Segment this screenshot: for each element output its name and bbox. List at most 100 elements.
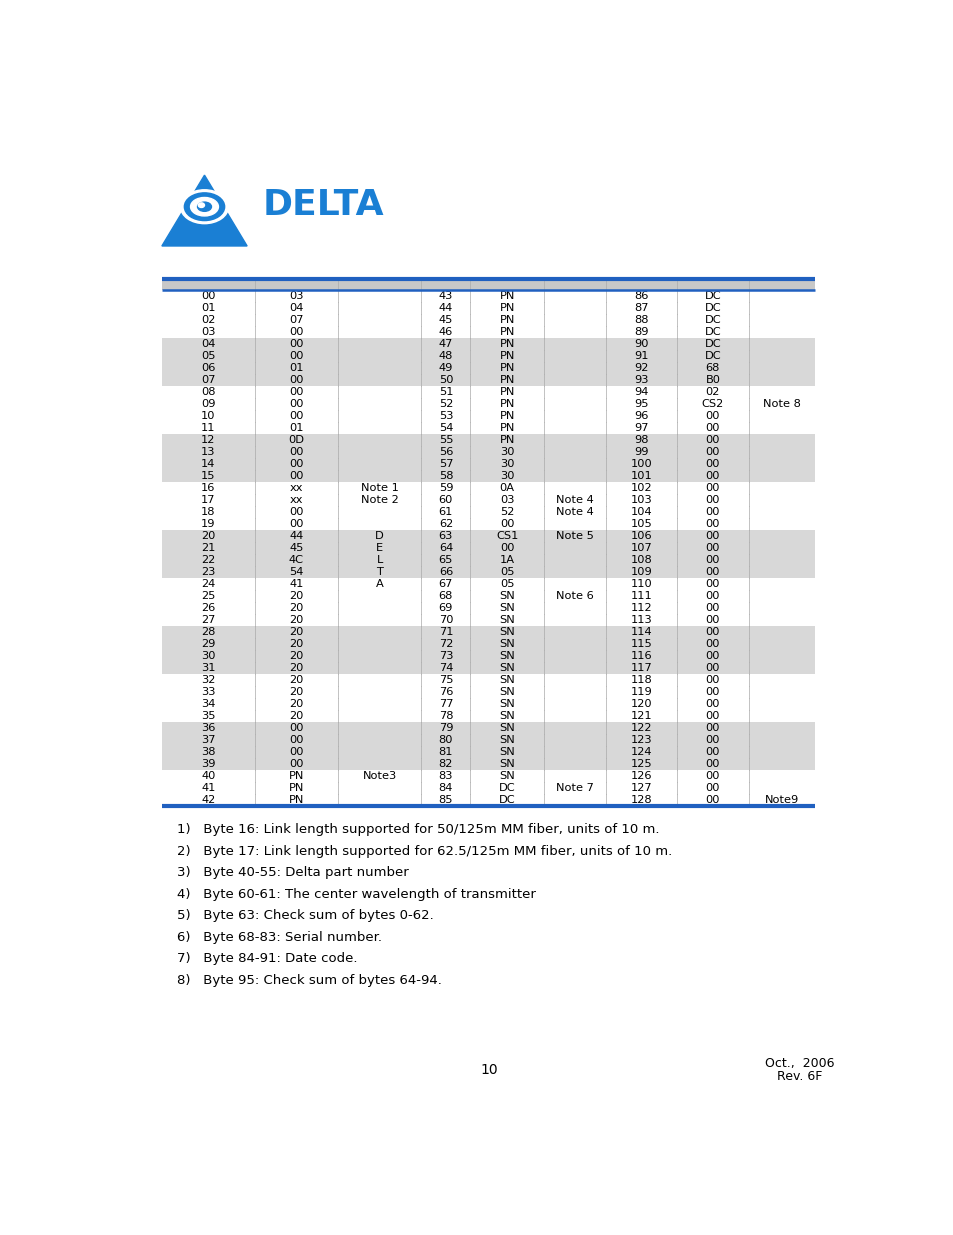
- Bar: [162, 326, 815, 338]
- Text: SN: SN: [498, 724, 515, 734]
- Text: 55: 55: [438, 435, 453, 445]
- Text: 22: 22: [201, 556, 215, 566]
- Text: 73: 73: [438, 651, 453, 661]
- Text: 02: 02: [705, 387, 720, 396]
- Text: 82: 82: [438, 760, 453, 769]
- Text: PN: PN: [499, 399, 515, 409]
- Bar: [162, 771, 815, 782]
- Text: 20: 20: [289, 627, 303, 637]
- Bar: [162, 506, 815, 519]
- Text: 00: 00: [705, 543, 720, 553]
- Text: 00: 00: [289, 471, 303, 482]
- Text: 67: 67: [438, 579, 453, 589]
- Bar: [162, 603, 815, 614]
- Text: 00: 00: [705, 508, 720, 517]
- Text: 4C: 4C: [289, 556, 303, 566]
- Bar: [162, 494, 815, 506]
- Text: 18: 18: [201, 508, 215, 517]
- Text: 03: 03: [201, 327, 215, 337]
- Text: 33: 33: [201, 688, 215, 698]
- Text: 00: 00: [705, 592, 720, 601]
- Text: 37: 37: [201, 735, 215, 746]
- Text: 00: 00: [705, 411, 720, 421]
- Text: 00: 00: [705, 724, 720, 734]
- Text: SN: SN: [498, 592, 515, 601]
- Text: 00: 00: [289, 747, 303, 757]
- Text: 81: 81: [438, 747, 453, 757]
- Text: 35: 35: [201, 711, 215, 721]
- Text: SN: SN: [498, 747, 515, 757]
- Text: PN: PN: [499, 387, 515, 396]
- Text: SN: SN: [498, 603, 515, 614]
- Text: DC: DC: [704, 338, 720, 350]
- Text: SN: SN: [498, 676, 515, 685]
- Text: 46: 46: [438, 327, 453, 337]
- Text: 00: 00: [705, 651, 720, 661]
- Text: 00: 00: [289, 399, 303, 409]
- Bar: [162, 279, 815, 290]
- Text: 6)   Byte 68-83: Serial number.: 6) Byte 68-83: Serial number.: [177, 931, 382, 944]
- Text: 3)   Byte 40-55: Delta part number: 3) Byte 40-55: Delta part number: [177, 866, 409, 879]
- Text: 19: 19: [201, 519, 215, 529]
- Text: 109: 109: [630, 567, 652, 577]
- Text: 49: 49: [438, 363, 453, 373]
- Text: 125: 125: [630, 760, 652, 769]
- Text: 79: 79: [438, 724, 453, 734]
- Text: 75: 75: [438, 676, 453, 685]
- Text: 00: 00: [289, 351, 303, 361]
- Text: 24: 24: [201, 579, 215, 589]
- Text: 92: 92: [634, 363, 648, 373]
- Text: PN: PN: [289, 795, 304, 805]
- Text: A: A: [375, 579, 383, 589]
- Text: 21: 21: [201, 543, 215, 553]
- Text: 56: 56: [438, 447, 453, 457]
- Text: 05: 05: [201, 351, 215, 361]
- Bar: [162, 374, 815, 387]
- Text: 121: 121: [630, 711, 652, 721]
- Text: 110: 110: [630, 579, 652, 589]
- Text: 68: 68: [705, 363, 720, 373]
- Text: 30: 30: [499, 447, 514, 457]
- Text: 83: 83: [438, 772, 453, 782]
- Bar: [162, 410, 815, 422]
- Bar: [162, 338, 815, 350]
- Text: 00: 00: [705, 556, 720, 566]
- Text: xx: xx: [290, 495, 303, 505]
- Text: 107: 107: [630, 543, 652, 553]
- Bar: [162, 578, 815, 590]
- Text: PN: PN: [289, 783, 304, 793]
- Text: 07: 07: [201, 375, 215, 385]
- Text: 118: 118: [630, 676, 652, 685]
- Text: B0: B0: [704, 375, 720, 385]
- Text: 29: 29: [201, 640, 215, 650]
- Bar: [162, 290, 815, 301]
- Ellipse shape: [191, 198, 218, 216]
- Text: 16: 16: [201, 483, 215, 493]
- Text: 17: 17: [201, 495, 215, 505]
- Text: 00: 00: [705, 495, 720, 505]
- Text: 7)   Byte 84-91: Date code.: 7) Byte 84-91: Date code.: [177, 952, 357, 966]
- Text: 69: 69: [438, 603, 453, 614]
- Text: 51: 51: [438, 387, 453, 396]
- Text: 27: 27: [201, 615, 215, 625]
- Text: 09: 09: [201, 399, 215, 409]
- Bar: [162, 566, 815, 578]
- Text: 62: 62: [438, 519, 453, 529]
- Text: 59: 59: [438, 483, 453, 493]
- Text: 128: 128: [630, 795, 652, 805]
- Text: 106: 106: [630, 531, 652, 541]
- Text: 20: 20: [289, 676, 303, 685]
- Text: PN: PN: [499, 327, 515, 337]
- Text: 00: 00: [289, 724, 303, 734]
- Text: 112: 112: [630, 603, 652, 614]
- Text: 114: 114: [630, 627, 652, 637]
- Text: 00: 00: [289, 519, 303, 529]
- Text: 20: 20: [289, 603, 303, 614]
- Text: 126: 126: [630, 772, 652, 782]
- Text: 34: 34: [201, 699, 215, 709]
- Text: 58: 58: [438, 471, 453, 482]
- Bar: [162, 519, 815, 530]
- Text: PN: PN: [499, 435, 515, 445]
- Text: 00: 00: [705, 519, 720, 529]
- Text: 115: 115: [630, 640, 652, 650]
